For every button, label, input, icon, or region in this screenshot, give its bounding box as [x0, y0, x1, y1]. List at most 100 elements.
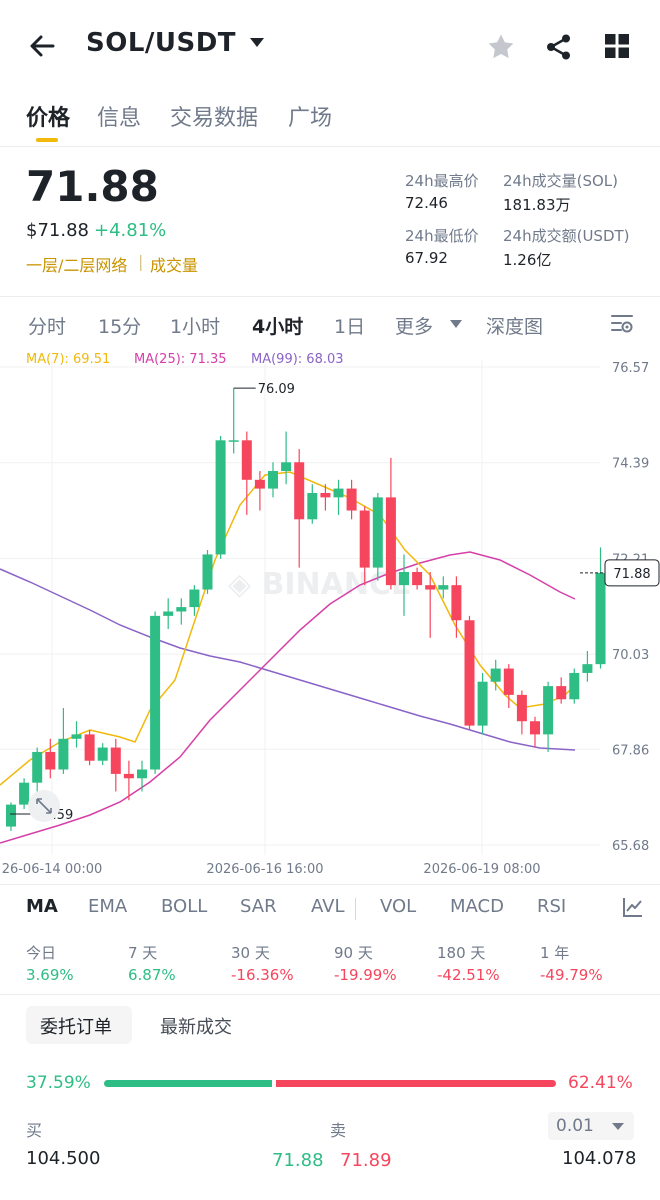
- perf-label-30d: 30 天: [231, 944, 270, 962]
- tab-open-orders[interactable]: 委托订单: [40, 1017, 112, 1038]
- sell-column-label: 卖: [330, 1121, 347, 1140]
- buy-price[interactable]: 71.88: [272, 1150, 324, 1171]
- buy-column-label: 买: [26, 1121, 43, 1140]
- candle-body: [176, 607, 187, 612]
- y-tick-label: 76.57: [612, 361, 649, 376]
- active-tab-indicator: [36, 138, 58, 142]
- chart-icon[interactable]: [622, 896, 644, 918]
- candle-body: [6, 804, 16, 827]
- candle-body: [137, 769, 147, 779]
- volume-sol-label: 24h成交量(SOL): [503, 172, 618, 190]
- perf-label-1y: 1 年: [540, 944, 570, 962]
- candle-body: [58, 738, 69, 770]
- high-label: 24h最高价: [405, 172, 479, 190]
- y-tick-label: 65.68: [612, 839, 649, 854]
- divider: [0, 994, 660, 995]
- chevron-down-icon[interactable]: [250, 38, 264, 47]
- candle-body: [84, 734, 95, 761]
- indicator-sar[interactable]: SAR: [240, 896, 277, 917]
- arrow-left-icon[interactable]: [26, 30, 58, 62]
- candle-body: [97, 747, 108, 761]
- perf-value-90d: -19.99%: [334, 966, 397, 984]
- ma25-line: [0, 551, 576, 844]
- pair-title[interactable]: SOL/USDT: [86, 28, 237, 58]
- grid-icon[interactable]: [604, 33, 630, 59]
- tab-price[interactable]: 价格: [26, 106, 71, 131]
- indicator-rsi[interactable]: RSI: [537, 896, 567, 917]
- indicator-ema[interactable]: EMA: [88, 896, 128, 917]
- interval-15m[interactable]: 15分: [98, 316, 142, 338]
- divider: [0, 296, 660, 297]
- ma99-line: [0, 568, 576, 751]
- candle-body: [254, 479, 265, 489]
- candle-body: [281, 462, 292, 472]
- star-icon[interactable]: [486, 32, 516, 62]
- binance-watermark: ◈ BINANCE: [228, 567, 412, 602]
- share-icon[interactable]: [544, 32, 574, 62]
- candle-body: [202, 554, 213, 590]
- tab-trading-data[interactable]: 交易数据: [170, 106, 259, 131]
- perf-label-7d: 7 天: [128, 944, 158, 962]
- candle-body: [359, 510, 370, 568]
- indicator-vol[interactable]: VOL: [380, 896, 417, 917]
- indicator-divider: [355, 898, 356, 920]
- interval-depth[interactable]: 深度图: [486, 316, 544, 338]
- candle-body: [451, 585, 462, 621]
- expand-icon-arrow: [36, 798, 52, 814]
- tab-active-bg: [26, 1006, 132, 1044]
- tag-separator: |: [138, 252, 144, 271]
- volume-usdt-value: 1.26亿: [503, 251, 552, 269]
- buy-qty: 104.500: [26, 1148, 101, 1169]
- x-tick-label: 26-06-14 00:00: [2, 862, 103, 877]
- candle-body: [582, 664, 593, 673]
- x-tick-label: 2026-06-19 08:00: [423, 862, 540, 877]
- indicator-macd[interactable]: MACD: [450, 896, 504, 917]
- current-price-label: 71.88: [613, 567, 650, 582]
- chart-settings-icon[interactable]: [610, 312, 634, 336]
- indicator-boll[interactable]: BOLL: [161, 896, 208, 917]
- interval-4h[interactable]: 4小时: [252, 316, 304, 338]
- perf-value-7d: 6.87%: [128, 966, 176, 984]
- interval-1h[interactable]: 1小时: [170, 316, 221, 338]
- perf-value-180d: -42.51%: [437, 966, 500, 984]
- candle-body: [438, 585, 449, 590]
- divider: [0, 884, 660, 885]
- chevron-down-icon[interactable]: [450, 320, 462, 328]
- indicator-ma[interactable]: MA: [26, 896, 58, 917]
- y-tick-label: 70.03: [612, 648, 649, 663]
- sell-price[interactable]: 71.89: [340, 1150, 392, 1171]
- tab-recent-trades[interactable]: 最新成交: [160, 1017, 232, 1038]
- ma7-line: [0, 471, 576, 786]
- ma25-legend: MA(25): 71.35: [134, 352, 227, 367]
- candle-body: [71, 734, 82, 739]
- perf-label-180d: 180 天: [437, 944, 486, 962]
- chevron-down-icon[interactable]: [612, 1123, 624, 1130]
- candle-body: [399, 571, 409, 586]
- candle-body: [307, 492, 318, 520]
- low-value: 67.92: [405, 249, 448, 267]
- sell-ratio-bar: [276, 1080, 556, 1087]
- precision-value[interactable]: 0.01: [556, 1116, 594, 1136]
- tag-network[interactable]: 一层/二层网络: [26, 256, 128, 275]
- price-change-percent: +4.81%: [94, 220, 167, 241]
- candle-body: [320, 492, 331, 498]
- candle-body: [294, 462, 305, 520]
- indicator-avl[interactable]: AVL: [311, 896, 345, 917]
- volume-sol-value: 181.83万: [503, 196, 571, 214]
- interval-more[interactable]: 更多: [395, 316, 434, 338]
- candle-body: [19, 782, 30, 805]
- candle-body: [45, 751, 56, 770]
- candle-body: [569, 672, 580, 700]
- candle-body: [346, 488, 357, 511]
- candle-body: [385, 497, 396, 586]
- tag-volume[interactable]: 成交量: [150, 256, 199, 275]
- interval-time[interactable]: 分时: [28, 316, 67, 338]
- candle-body: [32, 751, 43, 783]
- candle-body: [464, 620, 475, 726]
- tab-info[interactable]: 信息: [97, 106, 142, 131]
- candle-body: [372, 497, 383, 568]
- tab-square[interactable]: 广场: [288, 106, 333, 131]
- interval-1d[interactable]: 1日: [334, 316, 366, 338]
- high-value: 72.46: [405, 194, 448, 212]
